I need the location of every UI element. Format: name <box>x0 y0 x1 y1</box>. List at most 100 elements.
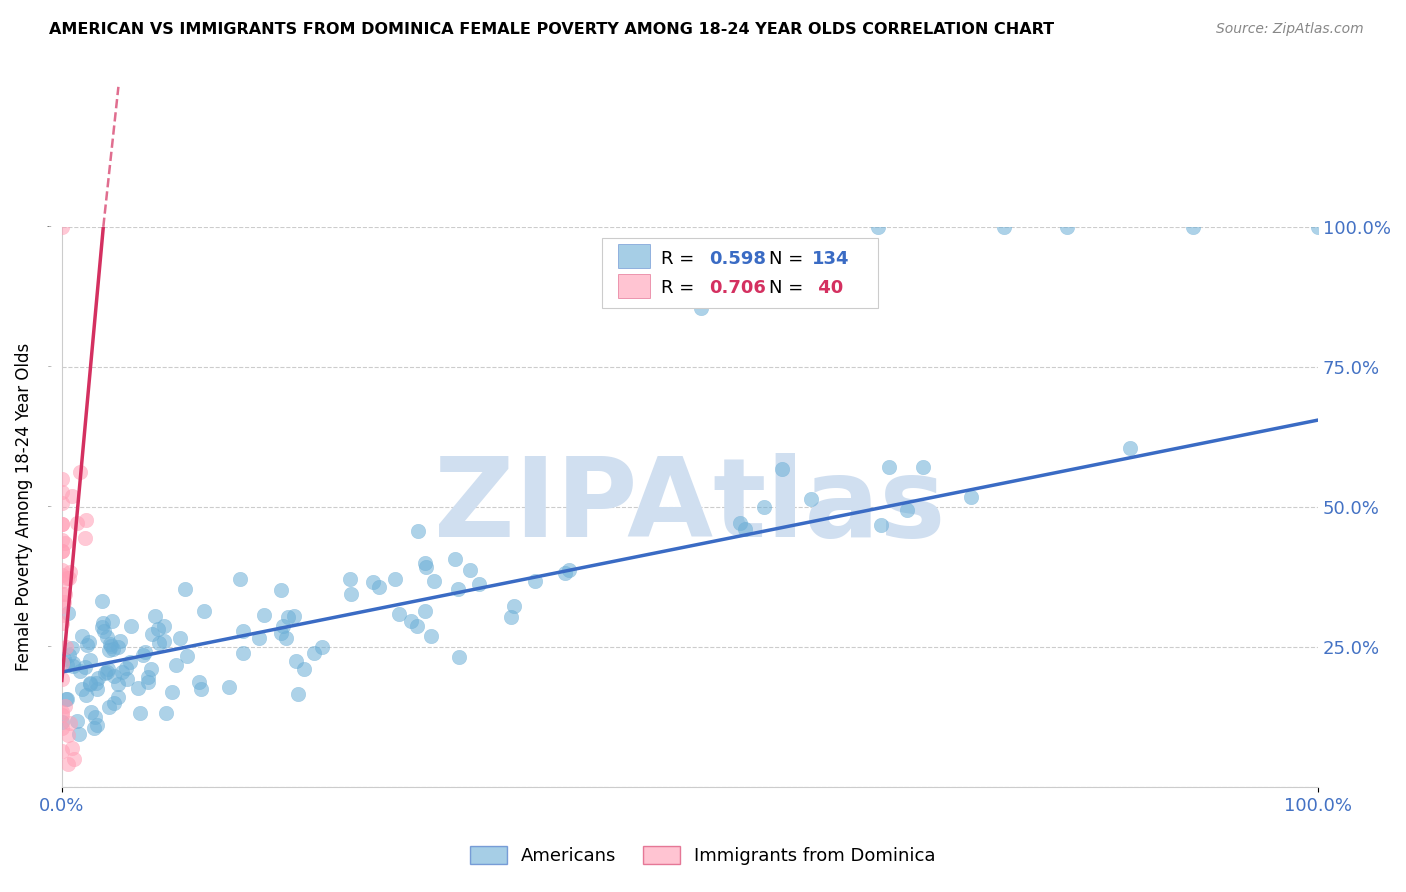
Point <box>87 671 110 685</box>
Point <box>59 715 82 730</box>
Point <box>368 580 391 594</box>
Point <box>94 665 117 680</box>
Point <box>101 642 124 657</box>
Point <box>277 610 299 624</box>
Text: R =: R = <box>661 279 700 297</box>
FancyBboxPatch shape <box>602 238 879 308</box>
Point <box>134 645 156 659</box>
Bar <box>619 274 650 298</box>
Point <box>53 587 76 601</box>
Point <box>56 657 79 672</box>
Point <box>76 639 98 653</box>
Point <box>148 635 170 649</box>
Point <box>51 706 73 720</box>
Point <box>75 659 97 673</box>
Point <box>169 632 191 646</box>
Point <box>115 661 138 675</box>
Point <box>79 675 101 690</box>
Point <box>56 571 79 585</box>
Point <box>96 665 118 680</box>
Point <box>51 587 73 601</box>
Point <box>229 572 252 586</box>
Point <box>415 560 437 574</box>
Point <box>51 744 73 758</box>
Point <box>97 662 120 676</box>
Point <box>870 518 893 533</box>
Point <box>877 459 900 474</box>
Point <box>62 659 84 673</box>
Point <box>405 619 427 633</box>
Point <box>800 491 823 506</box>
Point <box>118 655 141 669</box>
Point <box>287 687 309 701</box>
Point <box>868 219 890 234</box>
Point <box>401 614 423 628</box>
Point <box>53 595 76 609</box>
Point <box>188 675 211 690</box>
Bar <box>619 244 650 268</box>
Point <box>146 623 169 637</box>
Point <box>51 485 73 500</box>
Point <box>96 630 118 644</box>
Point <box>339 572 361 586</box>
Point <box>406 524 429 539</box>
Point <box>117 672 139 686</box>
Point <box>271 619 294 633</box>
Point <box>111 665 134 680</box>
Point <box>51 496 73 510</box>
Point <box>384 572 406 586</box>
Point <box>91 594 114 608</box>
Point <box>58 571 80 585</box>
Point <box>101 614 124 628</box>
Text: AMERICAN VS IMMIGRANTS FROM DOMINICA FEMALE POVERTY AMONG 18-24 YEAR OLDS CORREL: AMERICAN VS IMMIGRANTS FROM DOMINICA FEM… <box>49 22 1054 37</box>
Point <box>75 513 97 527</box>
Point <box>93 624 115 638</box>
Point <box>501 610 523 624</box>
Point <box>361 575 384 590</box>
Y-axis label: Female Poverty Among 18-24 Year Olds: Female Poverty Among 18-24 Year Olds <box>15 343 32 671</box>
Point <box>232 646 254 660</box>
Point <box>51 599 73 613</box>
Point <box>502 599 524 614</box>
Point <box>51 563 73 577</box>
Point <box>165 657 187 672</box>
Point <box>107 690 129 704</box>
Point <box>107 677 129 691</box>
Point <box>176 648 198 663</box>
Text: Source: ZipAtlas.com: Source: ZipAtlas.com <box>1216 22 1364 37</box>
Point <box>155 706 177 720</box>
Point <box>127 681 149 695</box>
Point <box>413 556 436 570</box>
Point <box>51 533 73 548</box>
Point <box>97 642 120 657</box>
Point <box>63 752 86 766</box>
Point <box>51 608 73 623</box>
Point <box>285 654 308 668</box>
Text: N =: N = <box>769 250 808 268</box>
Point <box>304 646 326 660</box>
Point <box>141 627 163 641</box>
Point <box>458 563 481 577</box>
Point <box>55 640 77 655</box>
Point <box>51 708 73 723</box>
Text: 134: 134 <box>811 250 849 268</box>
Point <box>51 715 73 730</box>
Point <box>51 544 73 558</box>
Point <box>51 516 73 531</box>
Point <box>86 718 108 732</box>
Point <box>193 604 215 618</box>
Point <box>51 472 73 486</box>
Point <box>86 681 108 696</box>
Point <box>79 653 101 667</box>
Point <box>51 516 73 531</box>
Point <box>66 714 89 729</box>
Point <box>56 606 79 620</box>
Point <box>339 587 361 601</box>
Point <box>70 629 93 643</box>
Point <box>160 684 183 698</box>
Point <box>98 636 121 650</box>
Point <box>69 664 91 678</box>
Point <box>1308 219 1330 234</box>
Point <box>896 503 918 517</box>
Point <box>139 662 162 676</box>
